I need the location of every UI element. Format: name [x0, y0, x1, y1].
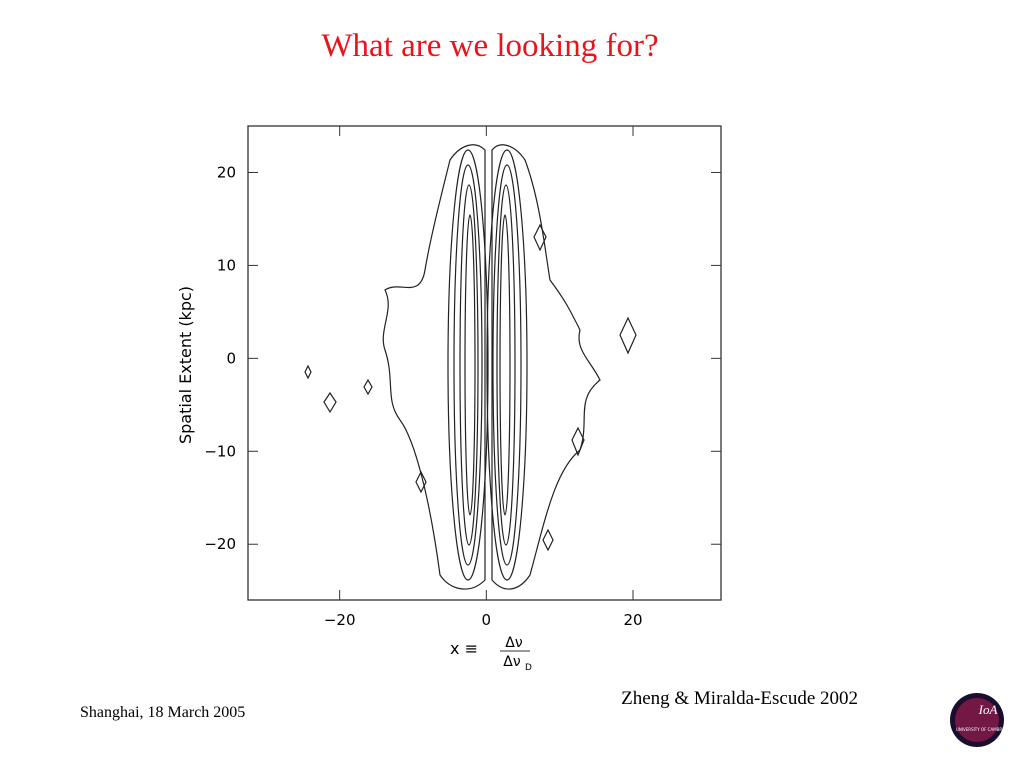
- y-tick-label: −10: [204, 442, 236, 460]
- plot-frame: [247, 125, 722, 601]
- y-tick-label: 10: [217, 256, 236, 274]
- logo: IoA UNIVERSITY OF CAMBRIDGE: [950, 693, 1013, 747]
- contour: [459, 184, 479, 546]
- slide-title: What are we looking for?: [321, 28, 658, 64]
- x-tick-label: 0: [482, 611, 492, 629]
- logo-glow: [955, 698, 999, 742]
- x-label-subscript: D: [525, 663, 532, 673]
- contour: [382, 144, 486, 590]
- y-tick-label: −20: [204, 535, 236, 553]
- x-tick-label: 20: [623, 611, 642, 629]
- x-axis-label: x ≡ Δν Δν D: [450, 635, 532, 673]
- contour: [304, 223, 637, 552]
- contour: [499, 214, 511, 516]
- x-label-denominator: Δν: [503, 654, 521, 670]
- x-label-numerator: Δν: [505, 635, 523, 651]
- contour: [486, 149, 528, 581]
- y-tick-label: 20: [217, 163, 236, 181]
- y-axis-label: Spatial Extent (kpc): [176, 286, 195, 444]
- footer: Shanghai, 18 March 2005: [80, 704, 245, 721]
- y-tick-label: 0: [226, 349, 236, 367]
- x-label-lhs: x ≡: [450, 639, 478, 658]
- citation: Zheng & Miralda-Escude 2002: [621, 688, 858, 709]
- contour: [447, 149, 489, 581]
- contour: [496, 184, 516, 546]
- x-tick-label: −20: [324, 611, 356, 629]
- logo-subtext: UNIVERSITY OF CAMBRIDGE: [956, 727, 1013, 732]
- contour: [453, 164, 483, 566]
- contour: [464, 214, 476, 516]
- contour: [492, 164, 522, 566]
- contours: [304, 144, 637, 590]
- logo-text: IoA: [978, 702, 998, 717]
- contour: [491, 144, 601, 590]
